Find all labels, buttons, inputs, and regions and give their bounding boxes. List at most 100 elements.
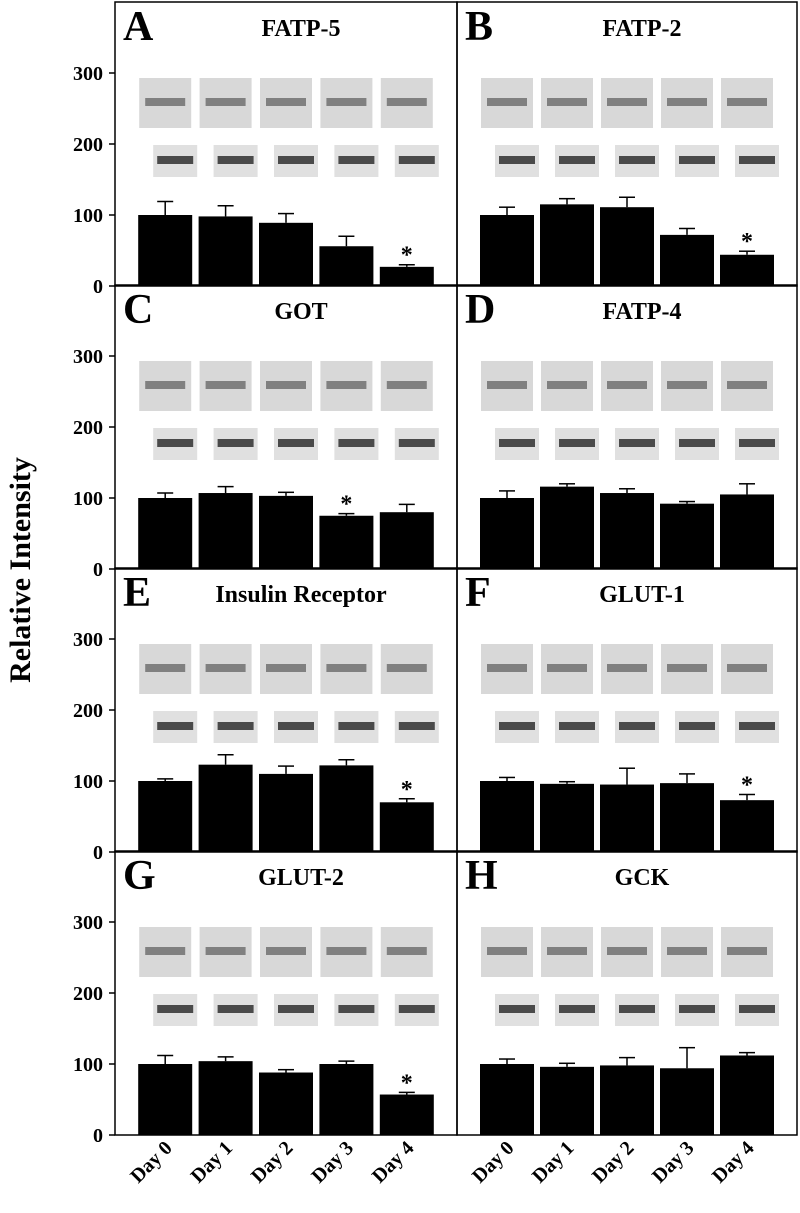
blot-band	[679, 156, 715, 164]
y-tick-label: 0	[93, 559, 103, 581]
panel-letter: D	[465, 287, 495, 333]
blot-band	[278, 1005, 314, 1013]
bar	[319, 1064, 374, 1135]
blot-band	[338, 722, 375, 730]
blot-band	[145, 98, 186, 106]
blot-band	[679, 1005, 715, 1013]
bar	[379, 1094, 434, 1135]
bar	[259, 773, 313, 852]
panel-title: FATP-2	[602, 16, 681, 42]
blot-band	[487, 381, 527, 389]
blot-band	[559, 722, 595, 730]
blot-band	[499, 439, 535, 447]
blot-band	[727, 664, 767, 672]
y-tick-label: 100	[73, 1054, 103, 1076]
blot-band	[145, 381, 186, 389]
bar	[138, 498, 193, 569]
blot-band	[205, 98, 246, 106]
bar	[600, 1065, 654, 1135]
bar	[198, 493, 253, 569]
blot-band	[326, 381, 367, 389]
blot-band	[338, 1005, 375, 1013]
x-tick-label: Day 2	[247, 1137, 298, 1188]
x-tick-label: Day 4	[368, 1137, 419, 1188]
panel-letter: E	[123, 570, 151, 616]
blot-band	[278, 439, 314, 447]
bar	[379, 802, 434, 852]
blot-band	[499, 156, 535, 164]
bar	[600, 493, 654, 569]
blot-band	[619, 156, 655, 164]
bar	[259, 222, 313, 286]
blot-band	[266, 98, 306, 106]
panel-title: GOT	[274, 299, 327, 325]
blot-band	[217, 722, 254, 730]
blot-band	[398, 439, 435, 447]
blot-band	[217, 439, 254, 447]
blot-band	[559, 1005, 595, 1013]
bar	[138, 215, 193, 286]
blot-band	[679, 722, 715, 730]
bar	[600, 207, 654, 286]
blot-band	[157, 1005, 194, 1013]
blot-band	[266, 947, 306, 955]
significance-mark: *	[401, 777, 413, 803]
y-tick-label: 300	[73, 629, 103, 651]
blot-band	[266, 664, 306, 672]
blot-band	[338, 439, 375, 447]
bar	[379, 512, 434, 569]
bar	[198, 764, 253, 852]
bar	[540, 1066, 594, 1135]
blot-band	[619, 439, 655, 447]
blot-band	[607, 664, 647, 672]
bar	[319, 246, 374, 286]
blot-band	[607, 381, 647, 389]
significance-mark: *	[401, 243, 413, 269]
significance-mark: *	[401, 1070, 413, 1096]
blot-band	[607, 98, 647, 106]
blot-band	[326, 98, 367, 106]
blot-band	[667, 98, 707, 106]
blot-band	[205, 664, 246, 672]
y-tick-label: 300	[73, 346, 103, 368]
y-tick-label: 200	[73, 983, 103, 1005]
blot-band	[145, 664, 186, 672]
blot-band	[547, 947, 587, 955]
blot-band	[739, 1005, 775, 1013]
bar	[660, 234, 714, 286]
bar	[480, 781, 534, 852]
panel-title: FATP-4	[602, 299, 681, 325]
y-tick-label: 0	[93, 842, 103, 864]
y-tick-label: 200	[73, 417, 103, 439]
blot-band	[727, 98, 767, 106]
blot-band	[386, 947, 427, 955]
y-tick-label: 200	[73, 700, 103, 722]
blot-band	[487, 947, 527, 955]
bar	[480, 1064, 534, 1135]
bar	[720, 1055, 774, 1135]
x-tick-label: Day 4	[708, 1137, 759, 1188]
blot-band	[398, 722, 435, 730]
significance-mark: *	[741, 772, 753, 798]
bar	[198, 216, 253, 286]
x-tick-label: Day 3	[307, 1137, 358, 1188]
blot-band	[217, 1005, 254, 1013]
panel-letter: B	[465, 4, 493, 50]
bar	[720, 254, 774, 286]
blot-band	[326, 947, 367, 955]
panel-letter: A	[123, 4, 154, 50]
blot-band	[679, 439, 715, 447]
blot-band	[487, 98, 527, 106]
x-tick-label: Day 1	[187, 1137, 238, 1188]
bar	[319, 765, 374, 852]
blot-band	[667, 664, 707, 672]
significance-mark: *	[741, 229, 753, 255]
bar	[138, 1064, 193, 1135]
y-tick-label: 300	[73, 63, 103, 85]
blot-band	[739, 156, 775, 164]
blot-band	[739, 439, 775, 447]
blot-band	[499, 722, 535, 730]
blot-band	[157, 722, 194, 730]
bar	[319, 515, 374, 569]
bar	[480, 215, 534, 286]
